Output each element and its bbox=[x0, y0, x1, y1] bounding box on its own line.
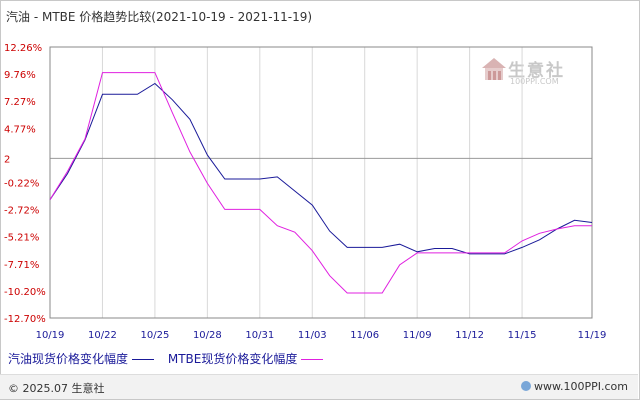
x-tick-label: 11/19 bbox=[578, 330, 607, 341]
y-tick-label: -12.70% bbox=[4, 314, 46, 325]
y-tick-label: 9.76% bbox=[4, 70, 36, 81]
chart-grid bbox=[50, 47, 592, 318]
chart-legend: 汽油现货价格变化幅度 MTBE现货价格变化幅度 bbox=[8, 350, 333, 367]
x-tick-label: 10/31 bbox=[245, 330, 274, 341]
footer-site[interactable]: www.100PPI.com bbox=[521, 380, 628, 393]
plot-area-border bbox=[49, 46, 593, 319]
series-line-gasoline bbox=[49, 82, 593, 255]
y-tick-label: -2.72% bbox=[4, 206, 39, 217]
x-tick-label: 10/22 bbox=[88, 330, 117, 341]
globe-icon bbox=[521, 381, 532, 391]
y-tick-label: -10.20% bbox=[4, 287, 46, 298]
legend-item-mtbe: MTBE现货价格变化幅度 bbox=[168, 350, 324, 367]
x-tick-label: 10/25 bbox=[140, 330, 169, 341]
legend-label-gasoline: 汽油现货价格变化幅度 bbox=[8, 352, 129, 366]
y-tick-label: -0.22% bbox=[4, 179, 39, 190]
x-tick-label: 10/19 bbox=[36, 330, 65, 341]
x-tick-label: 11/12 bbox=[455, 330, 484, 341]
legend-swatch-gasoline bbox=[132, 359, 155, 360]
x-tick-label: 11/03 bbox=[298, 330, 327, 341]
footer-bar: © 2025.07 生意社 www.100PPI.com bbox=[0, 374, 638, 399]
x-tick-label: 11/15 bbox=[508, 330, 537, 341]
x-tick-label: 11/09 bbox=[403, 330, 432, 341]
x-tick-label: 11/06 bbox=[350, 330, 379, 341]
y-tick-label: -5.21% bbox=[4, 233, 39, 244]
chart-series bbox=[49, 72, 593, 294]
series-line-mtbe bbox=[49, 72, 592, 294]
x-axis-labels: 10/19 10/22 10/25 10/28 10/31 11/03 11/06 11/09… bbox=[36, 330, 607, 341]
watermark-logo-icon bbox=[482, 58, 506, 80]
legend-label-mtbe: MTBE现货价格变化幅度 bbox=[167, 352, 298, 366]
line-chart: 12.26% 9.76% 7.27% 4.77% 2 -0.22% -2.72% -5.21%… bbox=[4, 43, 607, 341]
y-tick-label: 7.27% bbox=[4, 97, 36, 108]
chart-title: 汽油 - MTBE 价格趋势比较(2021-10-19 - 2021-11-19… bbox=[6, 10, 313, 24]
y-axis-labels: 12.26% 9.76% 7.27% 4.77% 2 -0.22% -2.72% -5.21%… bbox=[4, 43, 46, 325]
watermark-url: 100PPI.COM bbox=[510, 77, 559, 86]
y-tick-label: 4.77% bbox=[4, 124, 36, 135]
legend-swatch-mtbe bbox=[301, 359, 324, 360]
x-tick-label: 10/28 bbox=[193, 330, 222, 341]
y-tick-label: -7.71% bbox=[4, 260, 39, 271]
footer-copyright: © 2025.07 生意社 bbox=[8, 382, 105, 395]
y-tick-label: 12.26% bbox=[4, 43, 42, 54]
legend-item-gasoline: 汽油现货价格变化幅度 bbox=[8, 350, 155, 367]
footer-site-text: www.100PPI.com bbox=[534, 380, 628, 393]
chart-axes bbox=[49, 46, 593, 319]
y-tick-label: 2 bbox=[4, 154, 10, 165]
